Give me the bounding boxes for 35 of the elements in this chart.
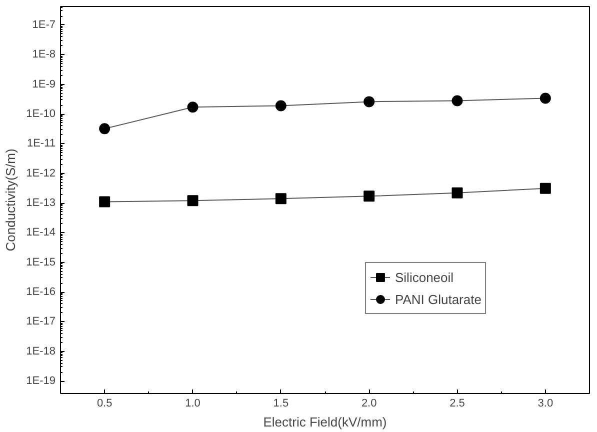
y-tick-label: 1E-14 (26, 226, 56, 239)
y-tick-label: 1E-16 (26, 286, 56, 298)
y-tick-label: 1E-12 (26, 167, 56, 180)
point (452, 95, 463, 106)
y-tick-label: 1E-13 (26, 197, 56, 210)
point (187, 102, 198, 113)
point (540, 182, 551, 194)
point (540, 92, 551, 104)
point (275, 100, 286, 112)
y-tick-label: 1E-7 (32, 18, 56, 31)
y-tick-label: 1E-17 (26, 316, 56, 328)
point (364, 96, 375, 108)
point (99, 196, 110, 208)
point (275, 193, 286, 204)
y-tick-label: 1E-15 (26, 256, 56, 268)
point (99, 123, 110, 134)
x-tick-label: 2.5 (450, 398, 465, 410)
y-tick-label: 1E-9 (32, 78, 56, 90)
y-tick-label: 1E-19 (26, 375, 56, 388)
x-tick-label: 1.5 (273, 398, 289, 410)
point (187, 195, 198, 206)
x-axis-title: Electric Field(kV/mm) (263, 414, 387, 430)
legend-label: Siliconeoil (395, 270, 454, 284)
y-axis-title: Conductivity(S/m) (3, 148, 18, 252)
point (452, 187, 463, 198)
y-tick-label: 1E-18 (26, 345, 56, 358)
x-tick-label: 3.0 (538, 398, 554, 410)
x-tick-label: 1.0 (185, 398, 200, 410)
y-tick-label: 1E-10 (26, 108, 56, 120)
point (364, 190, 375, 202)
y-tick-label: 1E-8 (32, 48, 56, 61)
x-tick-label: 0.5 (96, 398, 112, 410)
legend-label: PANI Glutarate (395, 292, 482, 306)
x-tick-label: 2.0 (361, 398, 377, 410)
y-tick-label: 1E-11 (26, 138, 56, 150)
